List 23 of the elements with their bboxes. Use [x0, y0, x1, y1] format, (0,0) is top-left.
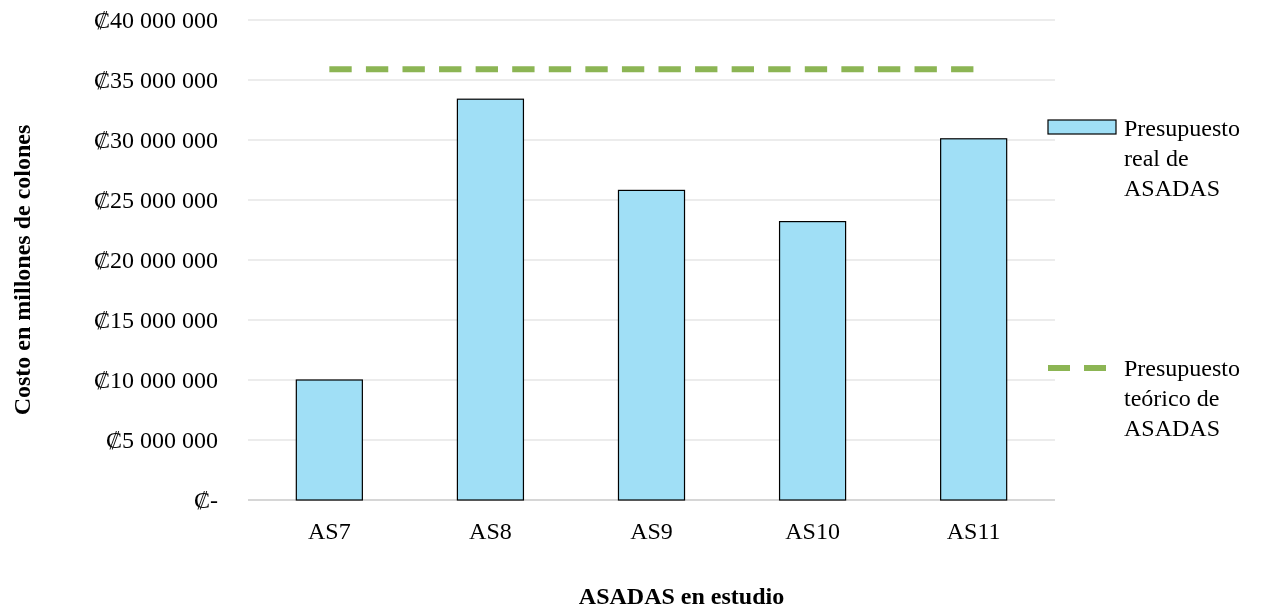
- bar: [456, 98, 525, 501]
- y-tick-label: ₡10 000 000: [93, 367, 218, 394]
- y-tick-label: ₡40 000 000: [93, 7, 218, 34]
- bar: [778, 221, 847, 501]
- y-tick-label: ₡5 000 000: [105, 427, 218, 454]
- legend-label: Presupuesto real de ASADAS: [1124, 115, 1240, 202]
- x-tick-label: AS11: [946, 518, 1001, 544]
- y-tick-label: ₡15 000 000: [93, 307, 218, 334]
- x-tick-label: AS9: [630, 518, 673, 544]
- x-axis-title: ASADAS en estudio: [578, 583, 785, 609]
- x-tick-label: AS8: [469, 518, 512, 544]
- y-axis-title: Costo en millones de colones: [9, 124, 35, 416]
- bar: [940, 138, 1008, 501]
- y-tick-label: ₡35 000 000: [93, 67, 218, 94]
- x-tick-label: AS10: [785, 518, 840, 544]
- y-tick-label: ₡30 000 000: [93, 127, 218, 154]
- y-tick-label: ₡-: [194, 487, 219, 514]
- bar: [295, 379, 363, 501]
- y-tick-label: ₡25 000 000: [93, 187, 218, 214]
- bar: [617, 189, 686, 501]
- legend-label: Presupuesto teórico de ASADAS: [1124, 355, 1240, 442]
- y-tick-label: ₡20 000 000: [93, 247, 218, 274]
- x-tick-label: AS7: [308, 518, 351, 544]
